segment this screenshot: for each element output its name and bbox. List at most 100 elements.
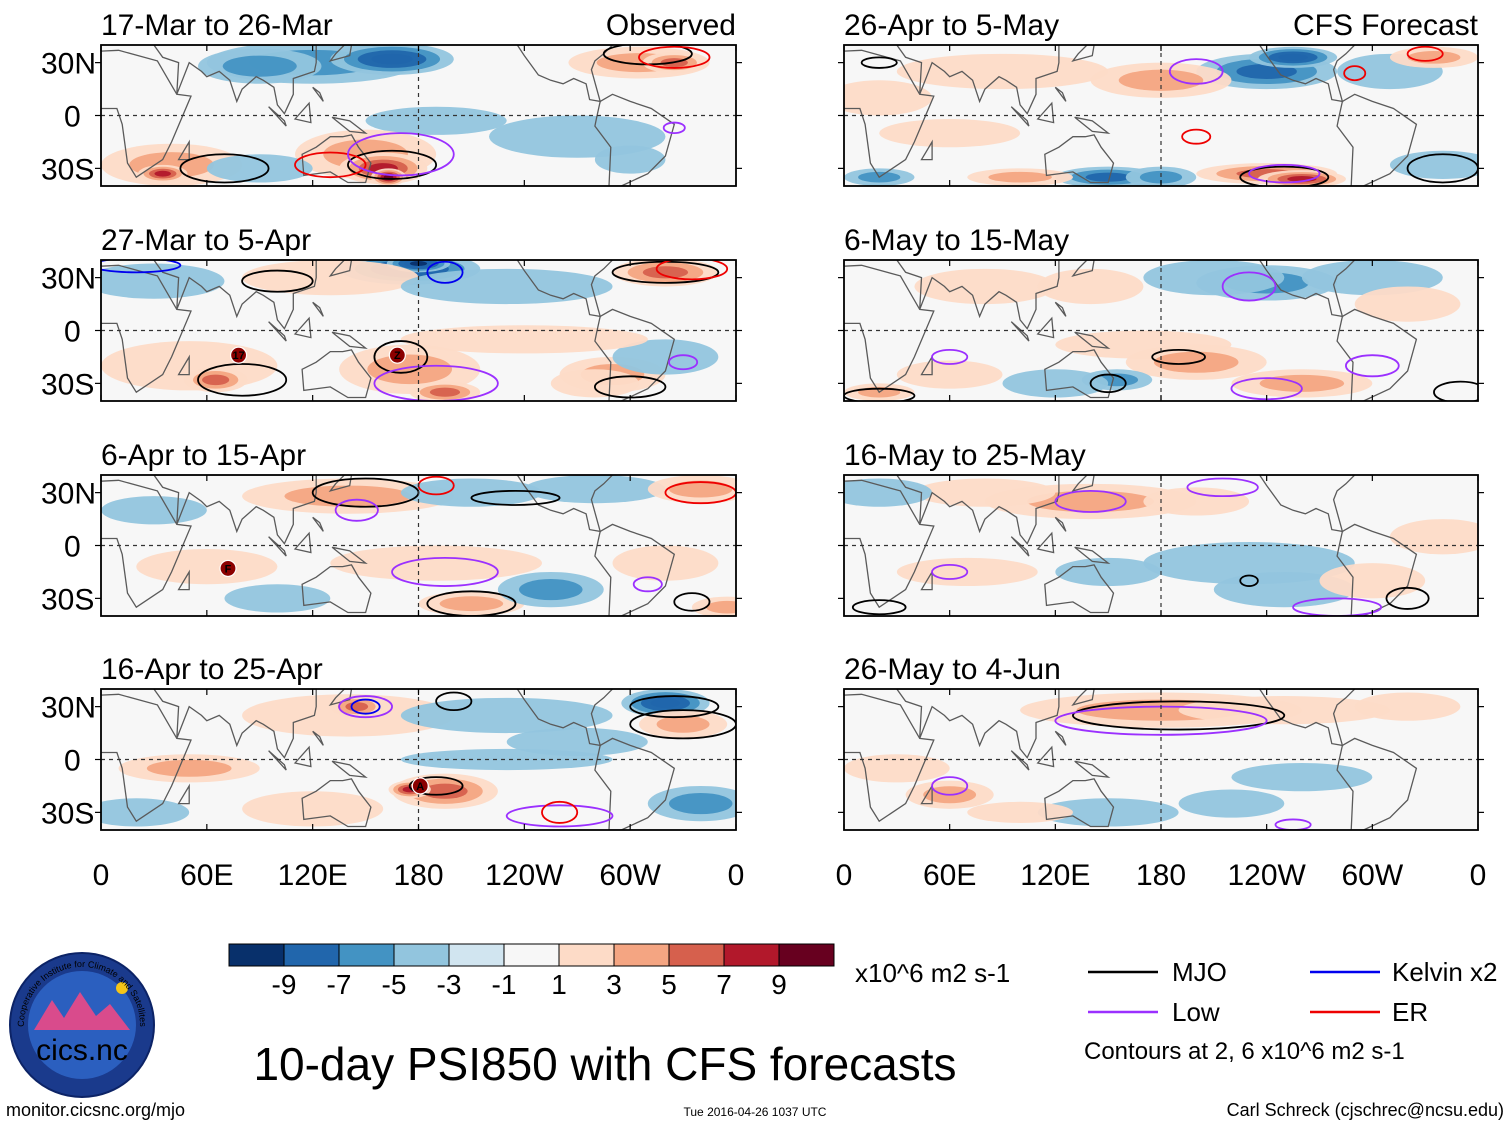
mjo-contour [373, 340, 429, 374]
colorbar-swatch [723, 943, 780, 967]
y-tick-label: 30S [41, 583, 94, 616]
mjo-contour [1089, 373, 1127, 394]
map-panel: 16-May to 25-May [838, 439, 1484, 617]
low-contour [391, 556, 499, 587]
coastline [301, 134, 372, 184]
colorbar-label: -3 [437, 969, 462, 1000]
coastline [896, 260, 1060, 330]
low-contour [338, 695, 393, 719]
coastline [312, 86, 324, 102]
y-tick-label: 30S [41, 368, 94, 401]
coastline [844, 479, 935, 609]
storm-marker [411, 777, 429, 795]
colorbar-swatch [228, 943, 285, 967]
coastline [920, 354, 933, 376]
anomaly-shading [656, 715, 710, 733]
logo-sun [116, 982, 128, 994]
anomaly-shading [400, 478, 542, 507]
footer-author: Carl Schreck (cjschrec@ncsu.edu) [1227, 1100, 1504, 1120]
coastline [1036, 101, 1055, 124]
coastline [1071, 689, 1095, 707]
coastline [328, 45, 353, 63]
mjo-contour [1239, 574, 1259, 587]
anomaly-shading [367, 354, 453, 385]
map-panel: 6-May to 15-May [838, 224, 1484, 402]
er-contour [294, 151, 367, 179]
low-contour [505, 804, 614, 828]
low-contour [1168, 58, 1224, 85]
anomaly-shading [146, 759, 232, 777]
low-contour [1221, 271, 1277, 302]
mjo-contour [435, 691, 473, 712]
colorbar-swatch [393, 943, 450, 967]
coastline [1336, 93, 1418, 186]
anomaly-shading [1143, 260, 1285, 296]
mjo-contour [673, 592, 711, 612]
storm-label: F [225, 563, 232, 575]
legend-mjo-label: MJO [1172, 957, 1227, 987]
coastline [1074, 546, 1111, 564]
low-contour [1054, 489, 1127, 513]
anomaly-shading [1178, 789, 1285, 818]
anomaly-shading [1139, 170, 1183, 184]
er-contour [1181, 128, 1212, 145]
colorbar-swatch [448, 943, 505, 967]
coastline [1036, 531, 1055, 554]
low-contour [1292, 597, 1383, 616]
anomaly-shading [519, 578, 583, 601]
x-tick-label: 0 [1470, 859, 1487, 892]
anomaly-shading [706, 600, 736, 614]
colorbar-label: 5 [661, 969, 677, 1000]
anomaly-shading [136, 549, 278, 585]
er-contour [1343, 65, 1367, 82]
coastline [177, 569, 190, 591]
anomaly-shading [896, 360, 1003, 389]
anomaly-shading [550, 369, 639, 398]
anomaly-shading [206, 154, 313, 183]
coastline [328, 475, 353, 493]
anomaly-shading [914, 268, 1056, 305]
colorbar-swatch [778, 943, 835, 967]
low-contour [632, 576, 663, 593]
low-contour [931, 776, 969, 796]
map-field [844, 45, 1478, 186]
mjo-contour [1239, 165, 1330, 186]
er-contour [541, 800, 579, 824]
legend-kelvin-label: Kelvin x2 [1392, 957, 1498, 987]
anomaly-shading [612, 545, 719, 581]
colorbar-label: -9 [272, 969, 297, 1000]
mjo-contour [851, 599, 907, 616]
coastline [896, 475, 1060, 545]
y-tick-label: 0 [64, 531, 81, 564]
mjo-contour [860, 56, 898, 69]
coastline [1054, 516, 1067, 532]
mjo-contour [179, 153, 270, 184]
coastline [293, 531, 312, 554]
coastline [1036, 745, 1055, 768]
logo-mountains [34, 992, 130, 1030]
coastline [516, 689, 614, 747]
mjo-contour [1072, 700, 1286, 731]
storm-marker [388, 346, 406, 364]
coastline [1074, 331, 1111, 349]
coastline [1054, 301, 1067, 317]
mjo-contour [629, 695, 720, 719]
map-panel: 30N 0 30S 17-Mar to 26-Mar Observed [41, 9, 742, 187]
coastline [1071, 45, 1095, 63]
y-tick-label: 30N [41, 263, 96, 296]
coastline [331, 116, 368, 134]
colorbar-label: 9 [771, 969, 787, 1000]
x-tick-label: 180 [393, 859, 443, 892]
anomaly-shading [1002, 369, 1109, 398]
coastline [1010, 106, 1030, 127]
colorbar-label: 7 [716, 969, 732, 1000]
mjo-contour [1433, 380, 1478, 401]
coastline [920, 569, 933, 591]
anomaly-shading [642, 266, 689, 279]
er-contour [1406, 45, 1444, 62]
anomaly-shading [371, 53, 413, 65]
panel-title: 27-Mar to 5-Apr [101, 224, 311, 257]
coastline [920, 783, 933, 805]
legend-area: -9 -7 -5 -3 -1 1 3 5 7 9 x10^6 m2 s-1 MJO Kelvin x2 L… [6, 943, 1504, 1120]
